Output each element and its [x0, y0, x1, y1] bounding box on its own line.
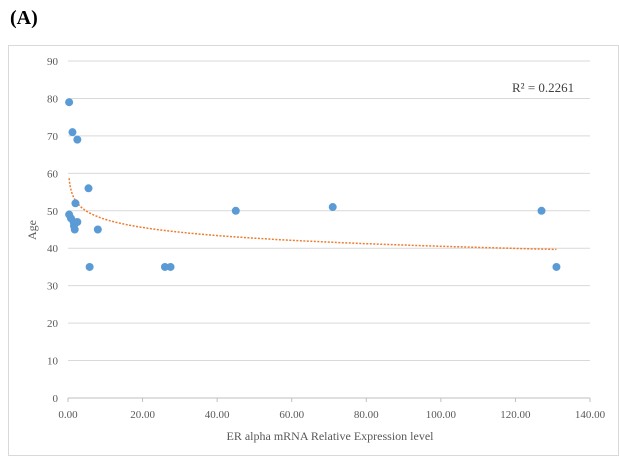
x-tick-label: 140.00 — [575, 409, 606, 421]
panel-label: (A) — [10, 7, 38, 29]
x-tick-label: 100.00 — [426, 409, 457, 421]
point — [73, 135, 82, 144]
x-tick-label: 120.00 — [500, 409, 531, 421]
point — [160, 262, 169, 271]
y-tick-label: 70 — [47, 131, 59, 143]
point — [71, 199, 80, 208]
x-axis-label: ER alpha mRNA Relative Expression level — [227, 429, 435, 443]
annotation: R² = 0.2261 — [512, 80, 574, 95]
y-tick-label: 40 — [47, 243, 59, 255]
y-tick-label: 10 — [47, 356, 59, 368]
point — [166, 262, 175, 271]
y-tick-label: 30 — [47, 281, 59, 293]
x-tick-label: 80.00 — [354, 409, 379, 421]
x-tick-label: 20.00 — [130, 409, 155, 421]
point — [328, 203, 337, 212]
chart-frame — [8, 45, 619, 456]
point — [70, 225, 79, 234]
point — [552, 262, 561, 271]
point — [84, 184, 93, 193]
x-tick-label: 0.00 — [58, 409, 78, 421]
x-tick-label: 60.00 — [279, 409, 304, 421]
y-axis-label: Age — [25, 220, 39, 240]
x-tick-label: 40.00 — [205, 409, 230, 421]
point — [85, 262, 94, 271]
y-tick-label: 60 — [47, 168, 59, 180]
y-tick-label: 0 — [53, 393, 59, 405]
point — [68, 128, 77, 137]
point — [231, 206, 240, 215]
point — [93, 225, 102, 234]
y-tick-label: 20 — [47, 318, 59, 330]
y-tick-label: 50 — [47, 206, 59, 218]
point — [65, 98, 74, 107]
y-tick-label: 80 — [47, 93, 59, 105]
point — [537, 206, 546, 215]
y-tick-label: 90 — [47, 56, 59, 68]
trendline — [68, 178, 557, 251]
